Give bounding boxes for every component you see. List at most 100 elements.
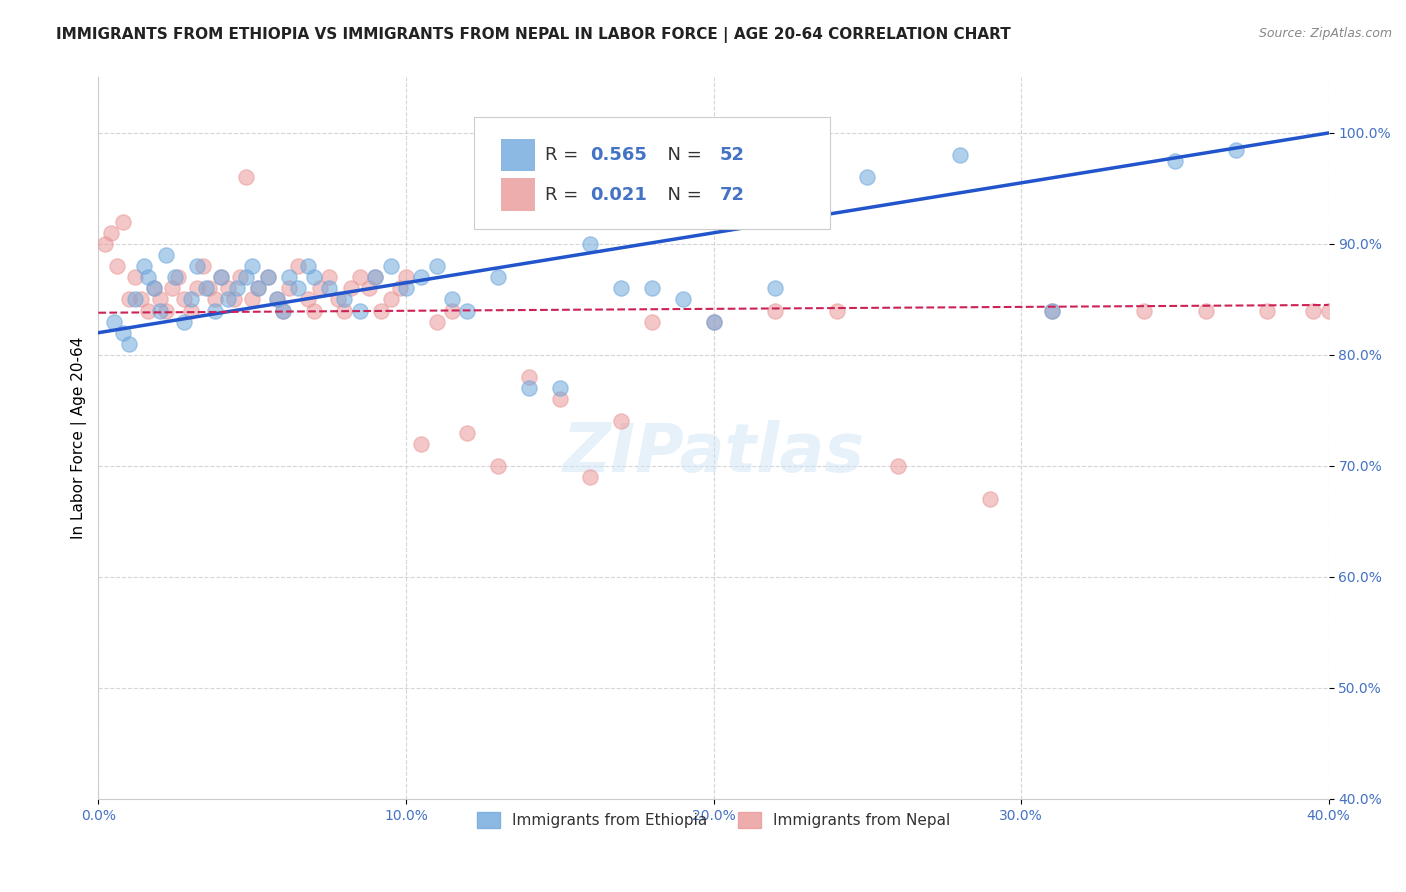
Point — [165, 270, 187, 285]
Point — [100, 226, 122, 240]
Point — [191, 259, 214, 273]
Point — [456, 303, 478, 318]
Point — [948, 148, 970, 162]
Point — [131, 293, 153, 307]
Point — [142, 281, 165, 295]
Point — [235, 170, 257, 185]
Point — [1133, 303, 1156, 318]
Point — [339, 281, 361, 295]
Point — [763, 303, 786, 318]
Point — [297, 259, 319, 273]
Point — [225, 281, 247, 295]
Point — [118, 336, 141, 351]
Text: N =: N = — [655, 186, 707, 204]
Point — [271, 303, 294, 318]
Point — [134, 259, 156, 273]
Point — [411, 270, 433, 285]
Point — [1348, 303, 1371, 318]
Text: ZIPatlas: ZIPatlas — [562, 419, 865, 485]
Point — [486, 270, 509, 285]
Y-axis label: In Labor Force | Age 20-64: In Labor Force | Age 20-64 — [72, 337, 87, 540]
Point — [318, 281, 340, 295]
Point — [118, 293, 141, 307]
Point — [411, 436, 433, 450]
Point — [247, 281, 270, 295]
Point — [124, 270, 146, 285]
Text: 0.021: 0.021 — [591, 186, 647, 204]
Point — [103, 315, 125, 329]
Point — [610, 415, 633, 429]
Point — [349, 303, 371, 318]
FancyBboxPatch shape — [501, 178, 536, 211]
Point — [426, 259, 449, 273]
Text: Source: ZipAtlas.com: Source: ZipAtlas.com — [1258, 27, 1392, 40]
Point — [1194, 303, 1216, 318]
Point — [388, 281, 411, 295]
Point — [333, 293, 356, 307]
Point — [155, 248, 177, 262]
Point — [318, 270, 340, 285]
Point — [247, 281, 270, 295]
FancyBboxPatch shape — [501, 139, 536, 171]
Point — [641, 315, 664, 329]
Point — [222, 293, 245, 307]
Text: R =: R = — [546, 186, 583, 204]
Point — [266, 293, 288, 307]
Point — [111, 215, 134, 229]
Point — [887, 458, 910, 473]
Point — [1225, 143, 1247, 157]
Point — [517, 381, 540, 395]
Point — [548, 392, 571, 407]
Point — [702, 315, 724, 329]
Point — [370, 303, 392, 318]
Point — [105, 259, 128, 273]
Point — [333, 303, 356, 318]
Point — [441, 303, 464, 318]
Point — [364, 270, 387, 285]
Point — [302, 303, 325, 318]
Point — [1379, 303, 1402, 318]
Point — [209, 270, 232, 285]
Point — [702, 315, 724, 329]
Point — [395, 281, 418, 295]
Point — [641, 281, 664, 295]
Text: N =: N = — [655, 146, 707, 164]
Point — [610, 281, 633, 295]
Point — [173, 293, 195, 307]
Point — [287, 281, 309, 295]
Text: 72: 72 — [720, 186, 745, 204]
Point — [229, 270, 252, 285]
Point — [186, 281, 208, 295]
Point — [856, 170, 879, 185]
Point — [1040, 303, 1063, 318]
Point — [579, 470, 602, 484]
Point — [1333, 303, 1355, 318]
Point — [180, 293, 202, 307]
Point — [278, 270, 301, 285]
Point — [297, 293, 319, 307]
Point — [1302, 303, 1324, 318]
Point — [441, 293, 464, 307]
Point — [167, 270, 190, 285]
Point — [136, 270, 159, 285]
Point — [256, 270, 278, 285]
Point — [1256, 303, 1278, 318]
Point — [149, 293, 172, 307]
Text: IMMIGRANTS FROM ETHIOPIA VS IMMIGRANTS FROM NEPAL IN LABOR FORCE | AGE 20-64 COR: IMMIGRANTS FROM ETHIOPIA VS IMMIGRANTS F… — [56, 27, 1011, 43]
Point — [217, 293, 239, 307]
Point — [672, 293, 695, 307]
Text: 0.565: 0.565 — [591, 146, 647, 164]
Point — [271, 303, 294, 318]
Point — [1040, 303, 1063, 318]
Point — [266, 293, 288, 307]
Point — [142, 281, 165, 295]
Point — [287, 259, 309, 273]
Point — [357, 281, 380, 295]
Point — [763, 281, 786, 295]
Text: R =: R = — [546, 146, 583, 164]
Point — [180, 303, 202, 318]
Point — [235, 270, 257, 285]
Point — [195, 281, 218, 295]
Legend: Immigrants from Ethiopia, Immigrants from Nepal: Immigrants from Ethiopia, Immigrants fro… — [471, 806, 956, 835]
Point — [426, 315, 449, 329]
